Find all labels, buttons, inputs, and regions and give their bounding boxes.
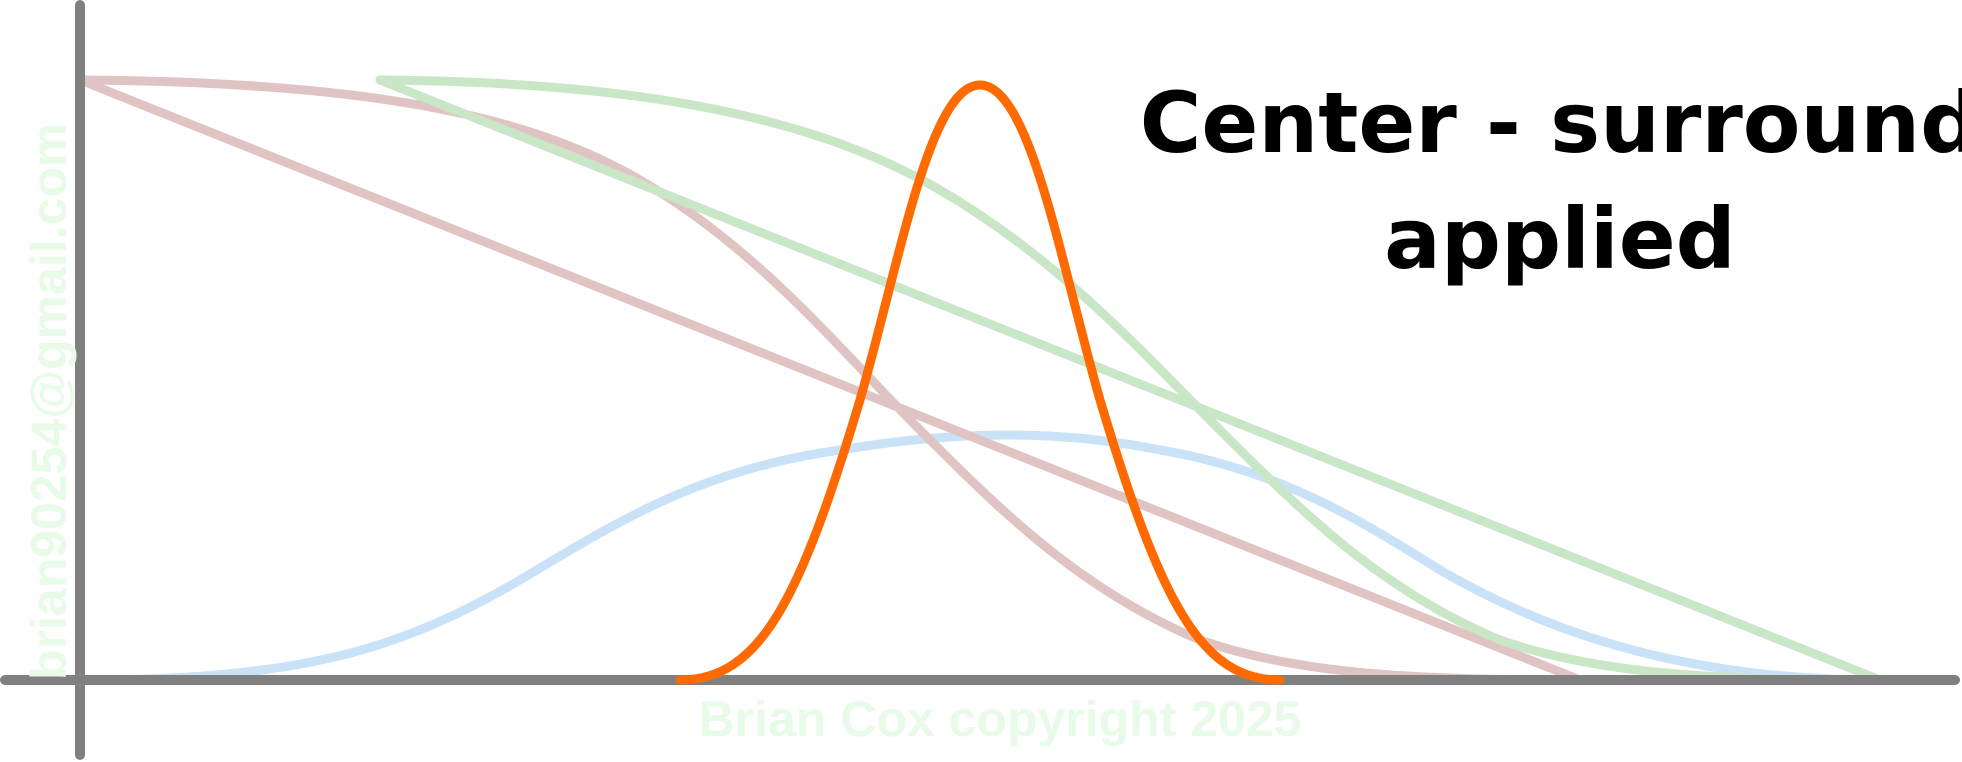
bottom-watermark: Brian Cox copyright 2025 bbox=[698, 691, 1302, 747]
broad-bump-curve bbox=[75, 430, 1885, 685]
title-line-2: applied bbox=[1384, 190, 1736, 288]
title-line-1: Center - surround bbox=[1139, 74, 1962, 172]
diagram-title: Center - surround applied bbox=[1080, 65, 1962, 297]
red-linear-ramp bbox=[75, 75, 1585, 685]
green-linear-ramp bbox=[375, 75, 1885, 685]
center-peak-curve bbox=[675, 80, 1285, 685]
side-watermark: brian90254@gmail.com bbox=[21, 122, 77, 680]
